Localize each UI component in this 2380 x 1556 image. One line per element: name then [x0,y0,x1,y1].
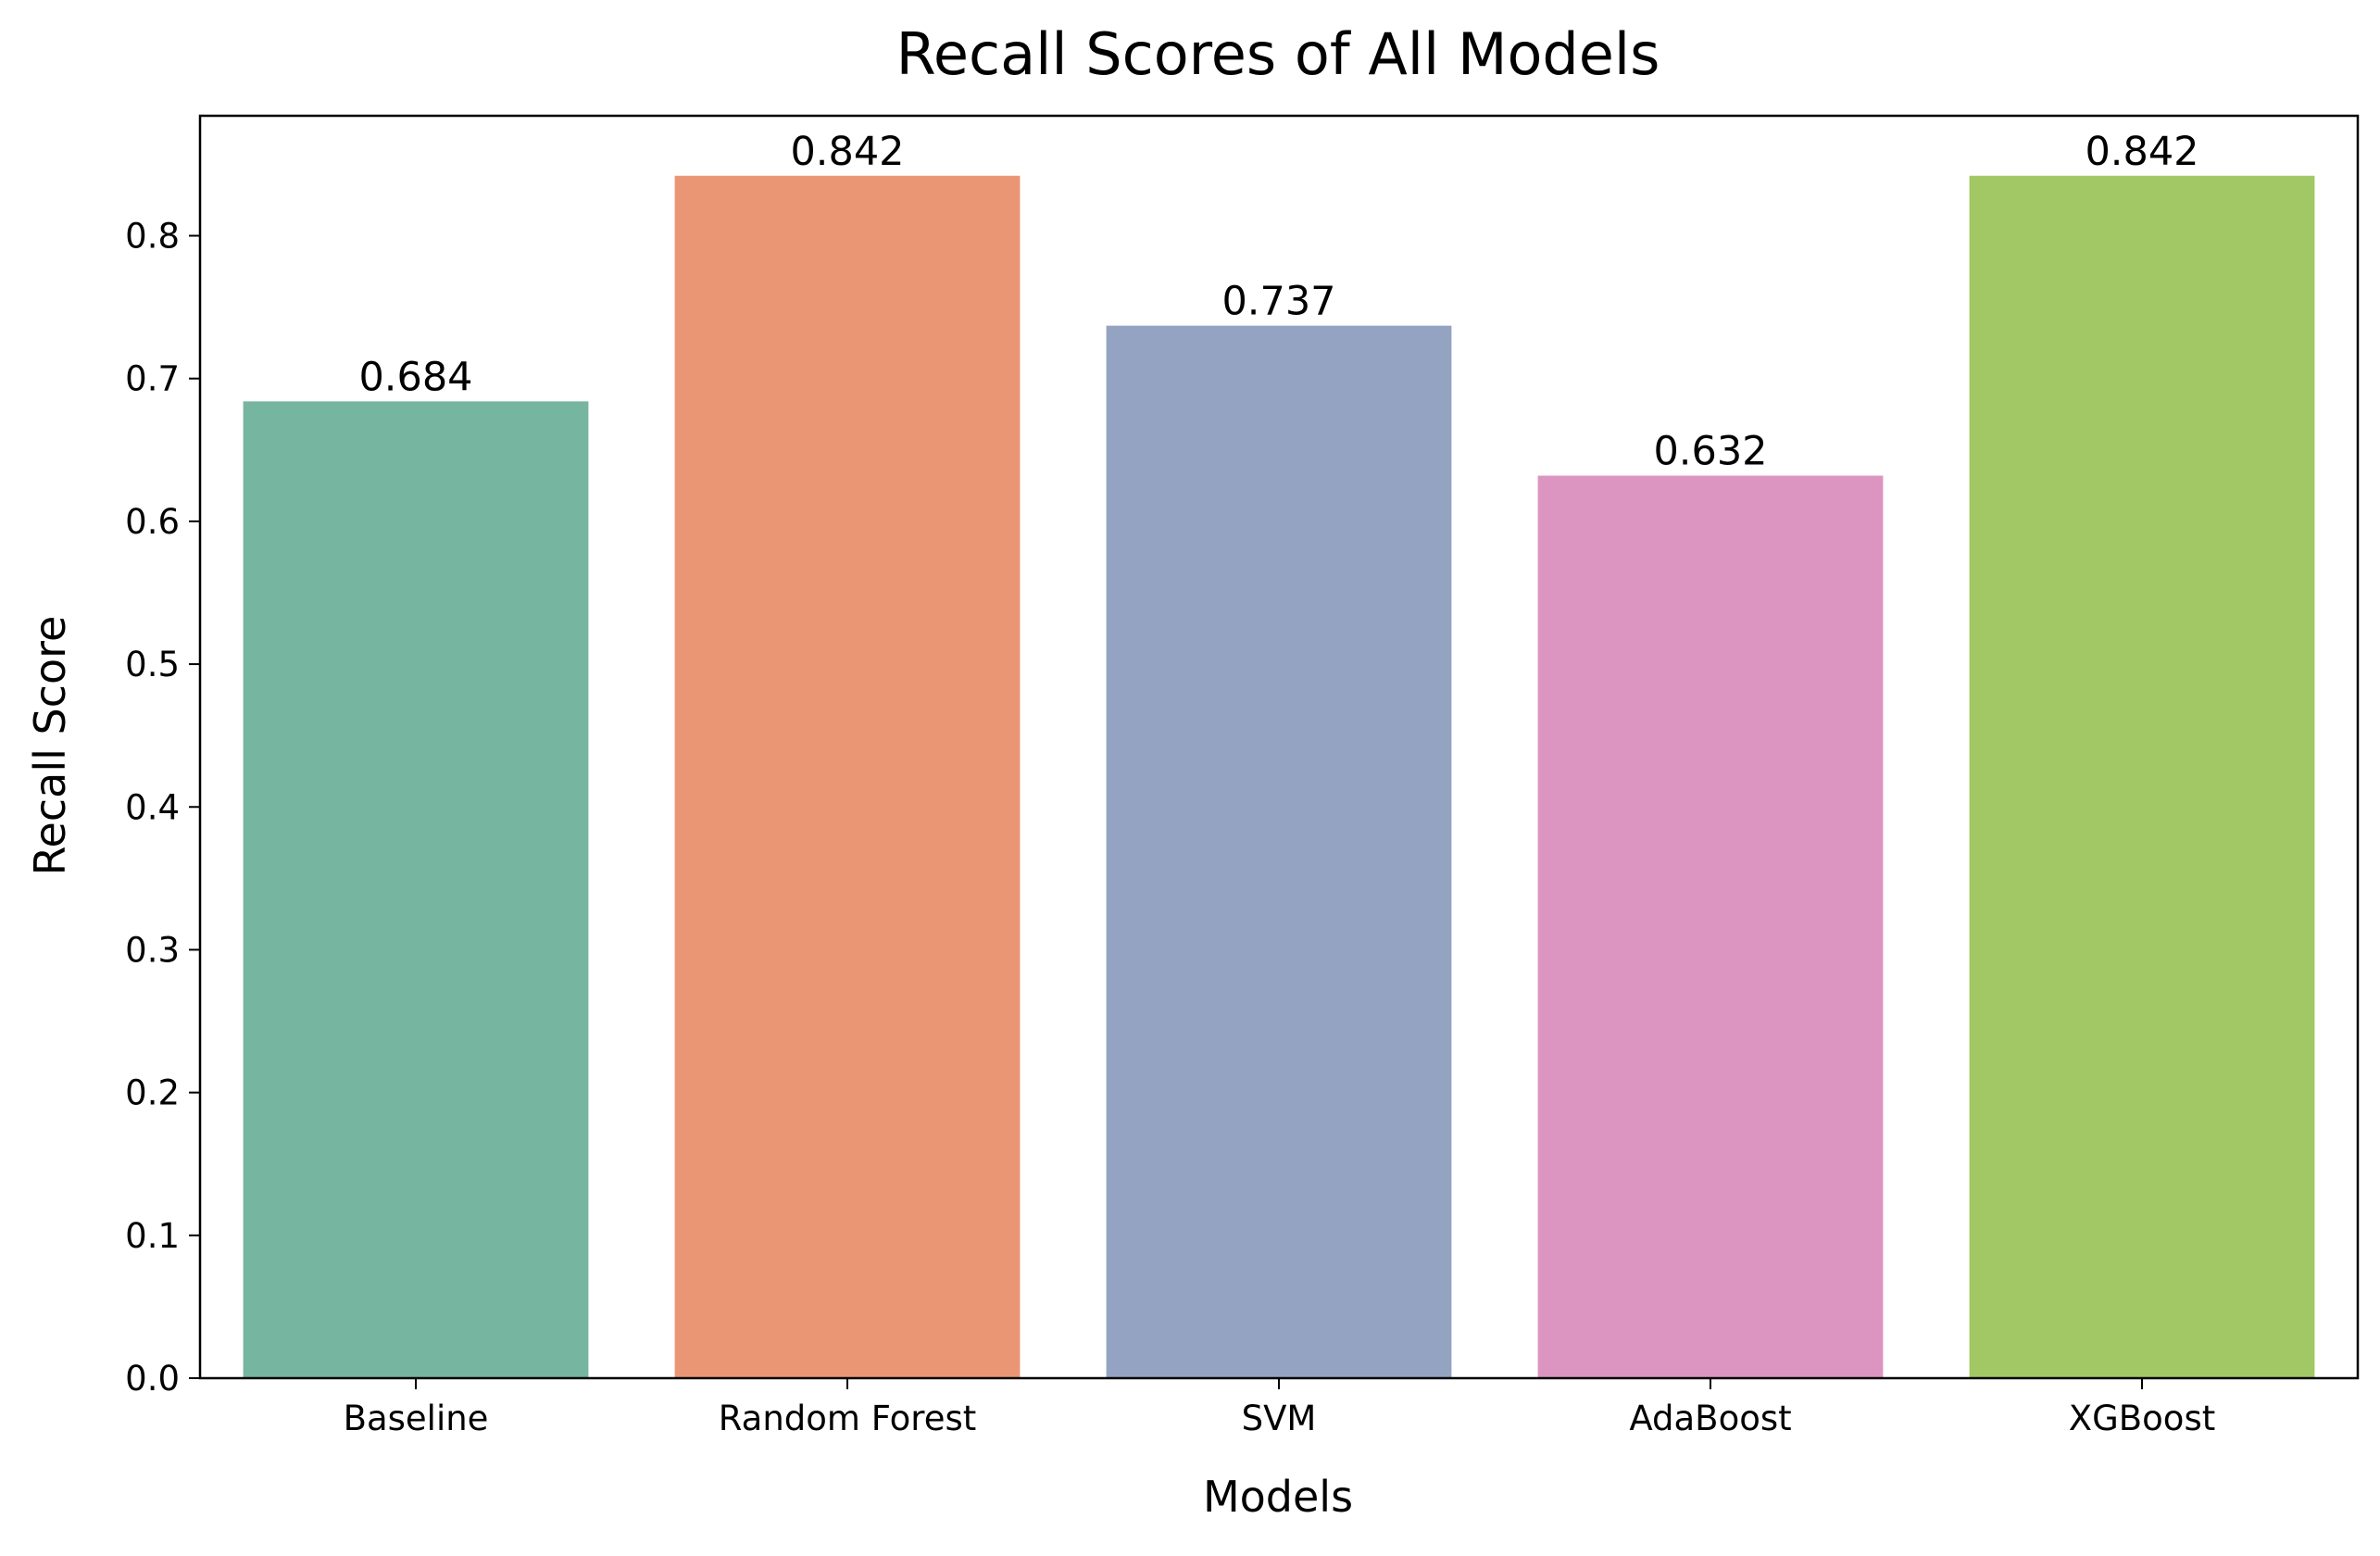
y-tick-label: 0.0 [125,1359,180,1399]
bar-adaboost [1537,475,1884,1378]
x-axis: Baseline Random Forest SVM AdaBoost XGBoost [344,1378,2215,1438]
bar-svm [1106,325,1452,1378]
plot-frame [198,114,2360,1380]
y-tick-label: 0.6 [125,502,180,542]
bar-baseline [243,401,589,1378]
x-tick-label: XGBoost [2069,1399,2215,1438]
y-tick-label: 0.7 [125,359,180,399]
value-label: 0.684 [358,354,472,400]
bars-layer [243,175,2315,1378]
y-tick-label: 0.2 [125,1073,180,1113]
y-tick-label: 0.4 [125,787,180,827]
y-tick-label: 0.1 [125,1216,180,1256]
bar-random-forest [674,175,1021,1378]
value-labels-layer: 0.684 0.842 0.737 0.632 0.842 [358,129,2198,475]
chart-title: Recall Scores of All Models [896,20,1660,88]
value-label: 0.842 [2085,129,2198,175]
x-axis-title: Models [1203,1472,1353,1522]
x-tick-label: Baseline [344,1399,489,1438]
y-tick-label: 0.8 [125,217,180,257]
x-tick-label: Random Forest [719,1399,977,1438]
y-axis-title: Recall Score [25,616,75,876]
bar-xgboost [1969,175,2315,1378]
y-tick-label: 0.5 [125,645,180,684]
x-tick-label: AdaBoost [1629,1399,1791,1438]
value-label: 0.737 [1221,279,1335,325]
value-label: 0.632 [1653,429,1767,475]
value-label: 0.842 [790,129,904,175]
x-tick-label: SVM [1242,1399,1317,1438]
y-axis: 0.0 0.1 0.2 0.3 0.4 0.5 0.6 0.7 0.8 [125,217,200,1399]
y-tick-label: 0.3 [125,930,180,970]
